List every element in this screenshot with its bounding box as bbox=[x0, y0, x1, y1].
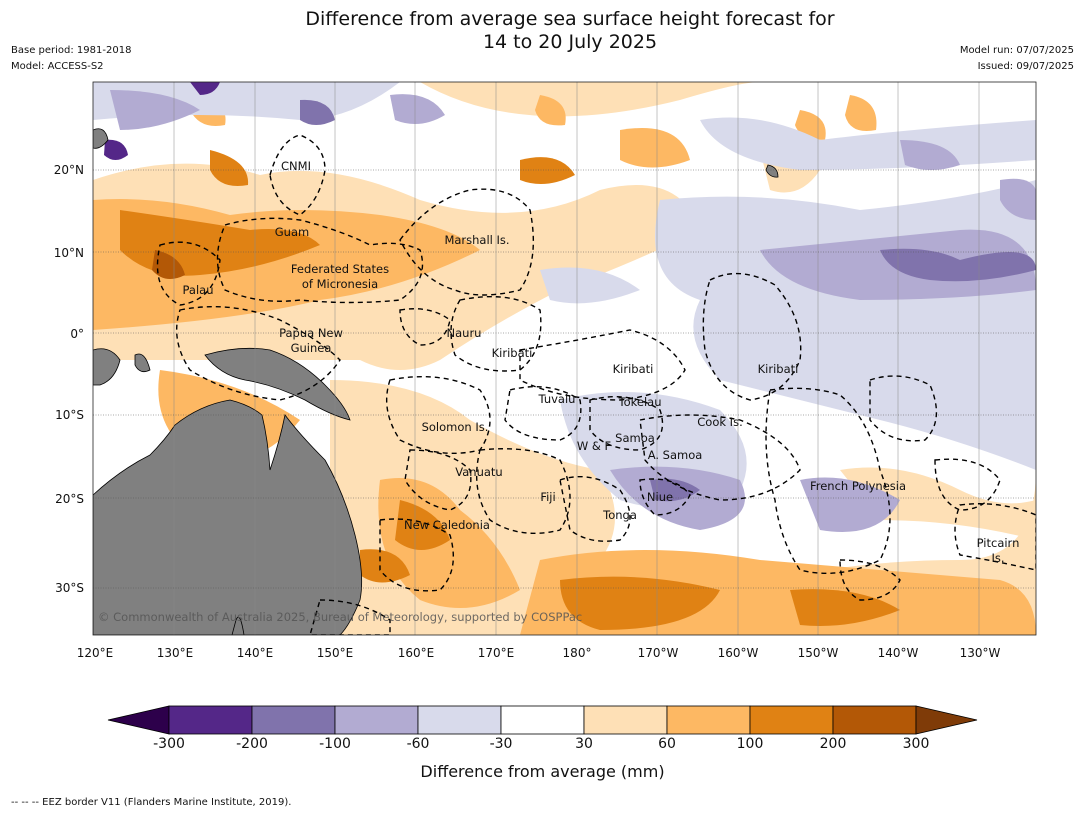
colorbar-title: Difference from average (mm) bbox=[420, 762, 665, 781]
label-solomon-islands: Solomon Is. bbox=[422, 420, 489, 434]
anomaly-200-300 bbox=[152, 250, 185, 279]
map-labels: CNMI Guam Marshall Is. Federated States … bbox=[98, 159, 1019, 624]
label-niue: Niue bbox=[647, 490, 673, 504]
new-guinea bbox=[204, 347, 351, 421]
map-frame bbox=[92, 81, 1037, 636]
colorbar-segment bbox=[666, 705, 751, 735]
label-vanuatu: Vanuatu bbox=[455, 465, 502, 479]
philippines bbox=[93, 128, 109, 149]
label-kiribati-east: Kiribati bbox=[758, 362, 799, 376]
colorbar-segment bbox=[334, 705, 419, 735]
label-fsm-1: Federated States bbox=[291, 262, 389, 276]
model-text: Model: ACCESS-S2 bbox=[11, 61, 104, 72]
issued-text: Issued: 09/07/2025 bbox=[977, 61, 1074, 72]
anomaly-minus100-minus200 bbox=[300, 99, 1036, 502]
lon-tick-labels: 120°E 130°E 140°E 150°E 160°E 170°E 180°… bbox=[77, 646, 1001, 660]
colorbar-segment bbox=[832, 705, 917, 735]
colorbar-segment bbox=[500, 705, 585, 735]
label-nauru: Nauru bbox=[447, 326, 482, 340]
eez-footnote: -- -- -- EEZ border V11 (Flanders Marine… bbox=[11, 797, 292, 808]
colorbar-segment bbox=[168, 705, 253, 735]
label-marshall: Marshall Is. bbox=[444, 233, 509, 247]
label-fsm-2: of Micronesia bbox=[302, 277, 378, 291]
label-tonga: Tonga bbox=[602, 508, 637, 522]
colorbar-tick: 60 bbox=[658, 736, 676, 752]
meta-right: Model run: 07/07/2025 Issued: 09/07/2025 bbox=[960, 43, 1074, 75]
lon-tick: 140°E bbox=[237, 646, 274, 660]
colorbar-tick: -300 bbox=[153, 736, 185, 752]
lon-tick: 170°E bbox=[478, 646, 515, 660]
label-guam: Guam bbox=[275, 225, 309, 239]
label-tokelau: Tokelau bbox=[618, 395, 662, 409]
new-zealand-edge bbox=[231, 616, 245, 635]
colorbar-extend-low bbox=[107, 705, 170, 735]
colorbar-tick: -100 bbox=[319, 736, 351, 752]
lon-tick: 130°E bbox=[157, 646, 194, 660]
label-palau: Palau bbox=[183, 283, 214, 297]
colorbar-tick: 300 bbox=[902, 736, 930, 752]
graticule bbox=[173, 82, 980, 635]
label-new-caledonia: New Caledonia bbox=[404, 518, 490, 532]
label-french-polynesia: French Polynesia bbox=[810, 479, 906, 493]
colorbar-tick: -60 bbox=[406, 736, 430, 752]
model-run-text: Model run: 07/07/2025 bbox=[959, 45, 1074, 56]
lat-tick: 10°N bbox=[54, 246, 84, 260]
lon-tick: 150°W bbox=[798, 646, 839, 660]
lat-tick-labels: 20°N 10°N 0° 10°S 20°S 30°S bbox=[54, 163, 84, 595]
lon-tick: 180° bbox=[563, 646, 592, 660]
lat-tick: 0° bbox=[70, 327, 84, 341]
label-kiribati-west: Kiribati bbox=[492, 346, 533, 360]
colorbar-tick: 100 bbox=[736, 736, 764, 752]
colorbar-extend-high bbox=[915, 705, 978, 735]
lat-tick: 30°S bbox=[55, 581, 84, 595]
chart-title: Difference from average sea surface heig… bbox=[0, 8, 1085, 54]
sulawesi bbox=[134, 353, 151, 373]
lon-tick: 150°E bbox=[317, 646, 354, 660]
label-tuvalu: Tuvalu bbox=[538, 392, 576, 406]
title-line-2: 14 to 20 July 2025 bbox=[482, 31, 658, 53]
colorbar-segment bbox=[749, 705, 834, 735]
lat-tick: 10°S bbox=[55, 408, 84, 422]
title-line-1: Difference from average sea surface heig… bbox=[305, 8, 835, 30]
label-kiribati-central: Kiribati bbox=[613, 362, 654, 376]
label-samoa: Samoa bbox=[615, 431, 655, 445]
colorbar bbox=[107, 705, 978, 735]
colorbar-segment bbox=[417, 705, 502, 735]
anomaly-minus200-minus300 bbox=[104, 82, 220, 160]
lat-tick: 20°N bbox=[54, 163, 84, 177]
lon-tick: 140°W bbox=[878, 646, 919, 660]
lon-tick: 120°E bbox=[77, 646, 114, 660]
map-area bbox=[93, 82, 1036, 635]
copyright-text: © Commonwealth of Australia 2025, Bureau… bbox=[98, 610, 582, 624]
lon-tick: 130°W bbox=[960, 646, 1001, 660]
label-png-1: Papua New bbox=[279, 326, 343, 340]
lon-tick: 170°W bbox=[638, 646, 679, 660]
australia bbox=[93, 399, 363, 635]
colorbar-segment bbox=[583, 705, 668, 735]
colorbar-tick: 30 bbox=[575, 736, 593, 752]
label-american-samoa: A. Samoa bbox=[648, 448, 703, 462]
label-pitcairn-1: Pitcairn bbox=[977, 536, 1020, 550]
label-fiji: Fiji bbox=[540, 490, 555, 504]
latitude-lines bbox=[93, 169, 1036, 589]
lon-tick: 160°E bbox=[398, 646, 435, 660]
label-pitcairn-2: Is. bbox=[991, 551, 1004, 565]
colorbar-tick: -200 bbox=[236, 736, 268, 752]
lon-tick: 160°W bbox=[718, 646, 759, 660]
label-cook-islands: Cook Is. bbox=[697, 415, 742, 429]
colorbar-segment bbox=[251, 705, 336, 735]
colorbar-tick: -30 bbox=[489, 736, 513, 752]
label-wallis-futuna: W & F bbox=[577, 439, 611, 453]
label-cnmi: CNMI bbox=[281, 159, 311, 173]
eez-borders bbox=[156, 134, 1036, 635]
label-png-2: Guinea bbox=[291, 341, 332, 355]
colorbar-tick: 200 bbox=[819, 736, 847, 752]
lat-tick: 20°S bbox=[55, 492, 84, 506]
base-period-text: Base period: 1981-2018 bbox=[11, 45, 132, 56]
land-masses bbox=[93, 128, 779, 635]
borneo bbox=[93, 348, 121, 386]
meta-left: Base period: 1981-2018 Model: ACCESS-S2 bbox=[11, 43, 131, 75]
hawaii bbox=[765, 164, 779, 178]
